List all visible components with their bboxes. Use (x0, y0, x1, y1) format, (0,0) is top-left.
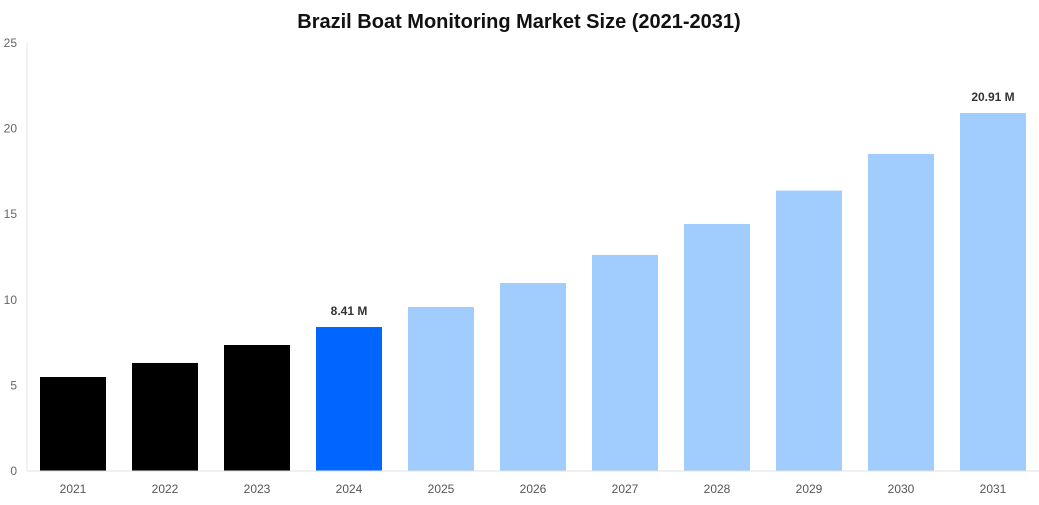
chart-title: Brazil Boat Monitoring Market Size (2021… (297, 11, 740, 33)
bar-2031 (960, 113, 1026, 471)
bar-2030 (868, 153, 934, 471)
y-tick-label: 5 (10, 378, 17, 392)
bar-2029 (776, 190, 842, 471)
bar-2022 (132, 362, 198, 471)
data-label-2024: 8.41 M (331, 304, 368, 318)
bar-2026 (500, 283, 566, 471)
x-tick-label: 2021 (60, 482, 87, 496)
bar-2023 (224, 344, 290, 471)
x-tick-label: 2027 (612, 482, 639, 496)
bar-2025 (408, 306, 474, 471)
x-tick-label: 2031 (980, 482, 1007, 496)
x-tick-label: 2028 (704, 482, 731, 496)
x-tick-label: 2030 (888, 482, 915, 496)
bar-2024 (316, 327, 382, 471)
x-tick-label: 2026 (520, 482, 547, 496)
x-tick-label: 2025 (428, 482, 455, 496)
bar-2028 (684, 223, 750, 471)
x-tick-label: 2022 (152, 482, 179, 496)
y-tick-label: 15 (4, 207, 18, 221)
y-tick-label: 0 (10, 464, 17, 478)
bar-2021 (40, 377, 106, 471)
data-label-2031: 20.91 M (971, 90, 1014, 104)
y-tick-label: 25 (4, 36, 18, 50)
x-tick-label: 2029 (796, 482, 823, 496)
x-tick-label: 2024 (336, 482, 363, 496)
y-tick-label: 20 (4, 122, 18, 136)
x-tick-label: 2023 (244, 482, 271, 496)
bar-2027 (592, 254, 658, 471)
y-tick-label: 10 (4, 293, 18, 307)
